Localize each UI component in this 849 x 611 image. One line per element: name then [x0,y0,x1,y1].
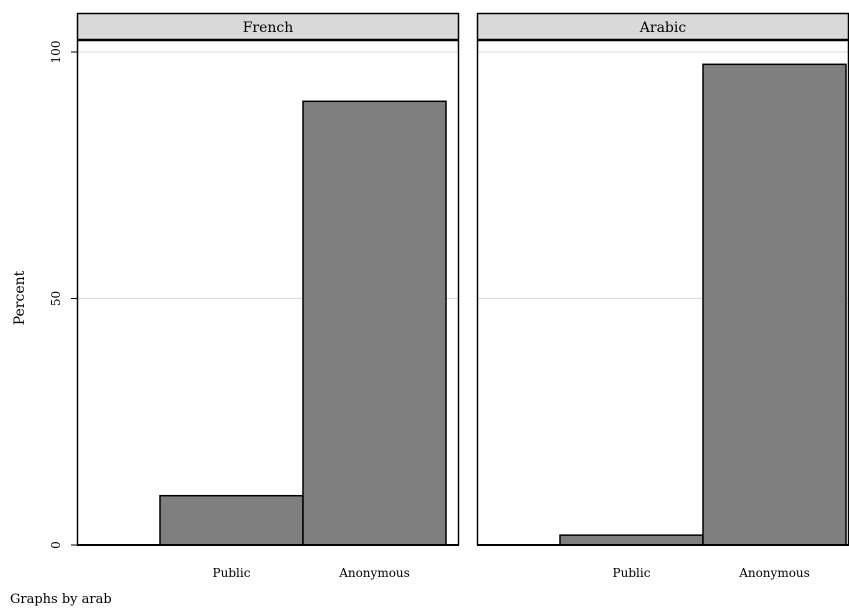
panel-title-0: French [243,20,294,36]
y-axis-title: Percent [12,270,28,325]
bar-french-anonymous [302,100,447,546]
panel-strip-0 [76,12,460,41]
panel-strip-1 [476,12,849,41]
bar-arabic-anonymous [702,63,847,546]
x-tick-label-1-1: Anonymous [738,566,810,580]
x-tick-label-0-0: Public [213,566,251,580]
panel-title-1: Arabic [639,20,687,36]
y-tick-label-1: 50 [49,291,63,306]
y-tick-label-2: 100 [49,41,63,64]
y-tick-label-0: 0 [49,541,63,549]
x-tick-label-0-1: Anonymous [338,566,410,580]
bar-arabic-public [559,534,704,546]
graph-note: Graphs by arab [10,592,112,607]
bar-french-public [159,494,304,546]
x-tick-label-1-0: Public [613,566,651,580]
